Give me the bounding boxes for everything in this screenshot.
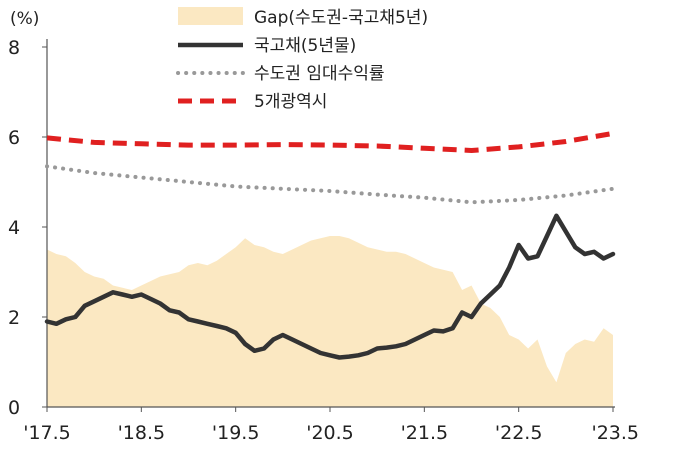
x-tick-label: '17.5 [23,422,71,444]
x-tick-label: '21.5 [401,422,449,444]
y-tick-label: 4 [8,217,20,239]
x-tick-label: '23.5 [591,422,639,444]
series-gap-area [47,236,613,407]
x-tick-label: '20.5 [306,422,354,444]
legend-label: 수도권 임대수익률 [254,64,385,84]
axes: 0 2 4 6 8 '17.5 '18.5 '19.5 '20.5 '21.5 '22.5 '23.5 [8,37,639,444]
legend-label: 국고채(5년물) [254,36,356,56]
series-lines [44,130,616,360]
y-tick-label: 6 [8,127,20,149]
x-tick-label: '18.5 [118,422,166,444]
legend-label: 5개광역시 [254,92,327,112]
gap-area-layer [47,236,613,407]
legend-swatch-gap [178,7,243,25]
legend: Gap(수도권-국고채5년) 국고채(5년물) 수도권 임대수익률 5개광역시 [176,7,428,112]
series-line-metro5 [46,130,614,153]
y-tick-label: 8 [8,37,20,59]
x-tick-label: '22.5 [495,422,543,444]
y-tick-label: 0 [8,397,20,419]
y-tick-label: 2 [8,307,20,329]
series-line-treasury-5y [44,213,616,360]
legend-label: Gap(수도권-국고채5년) [254,8,428,28]
series-line-capital-yield [45,164,615,205]
x-tick-label: '19.5 [212,422,260,444]
y-unit-label: (%) [10,9,39,29]
